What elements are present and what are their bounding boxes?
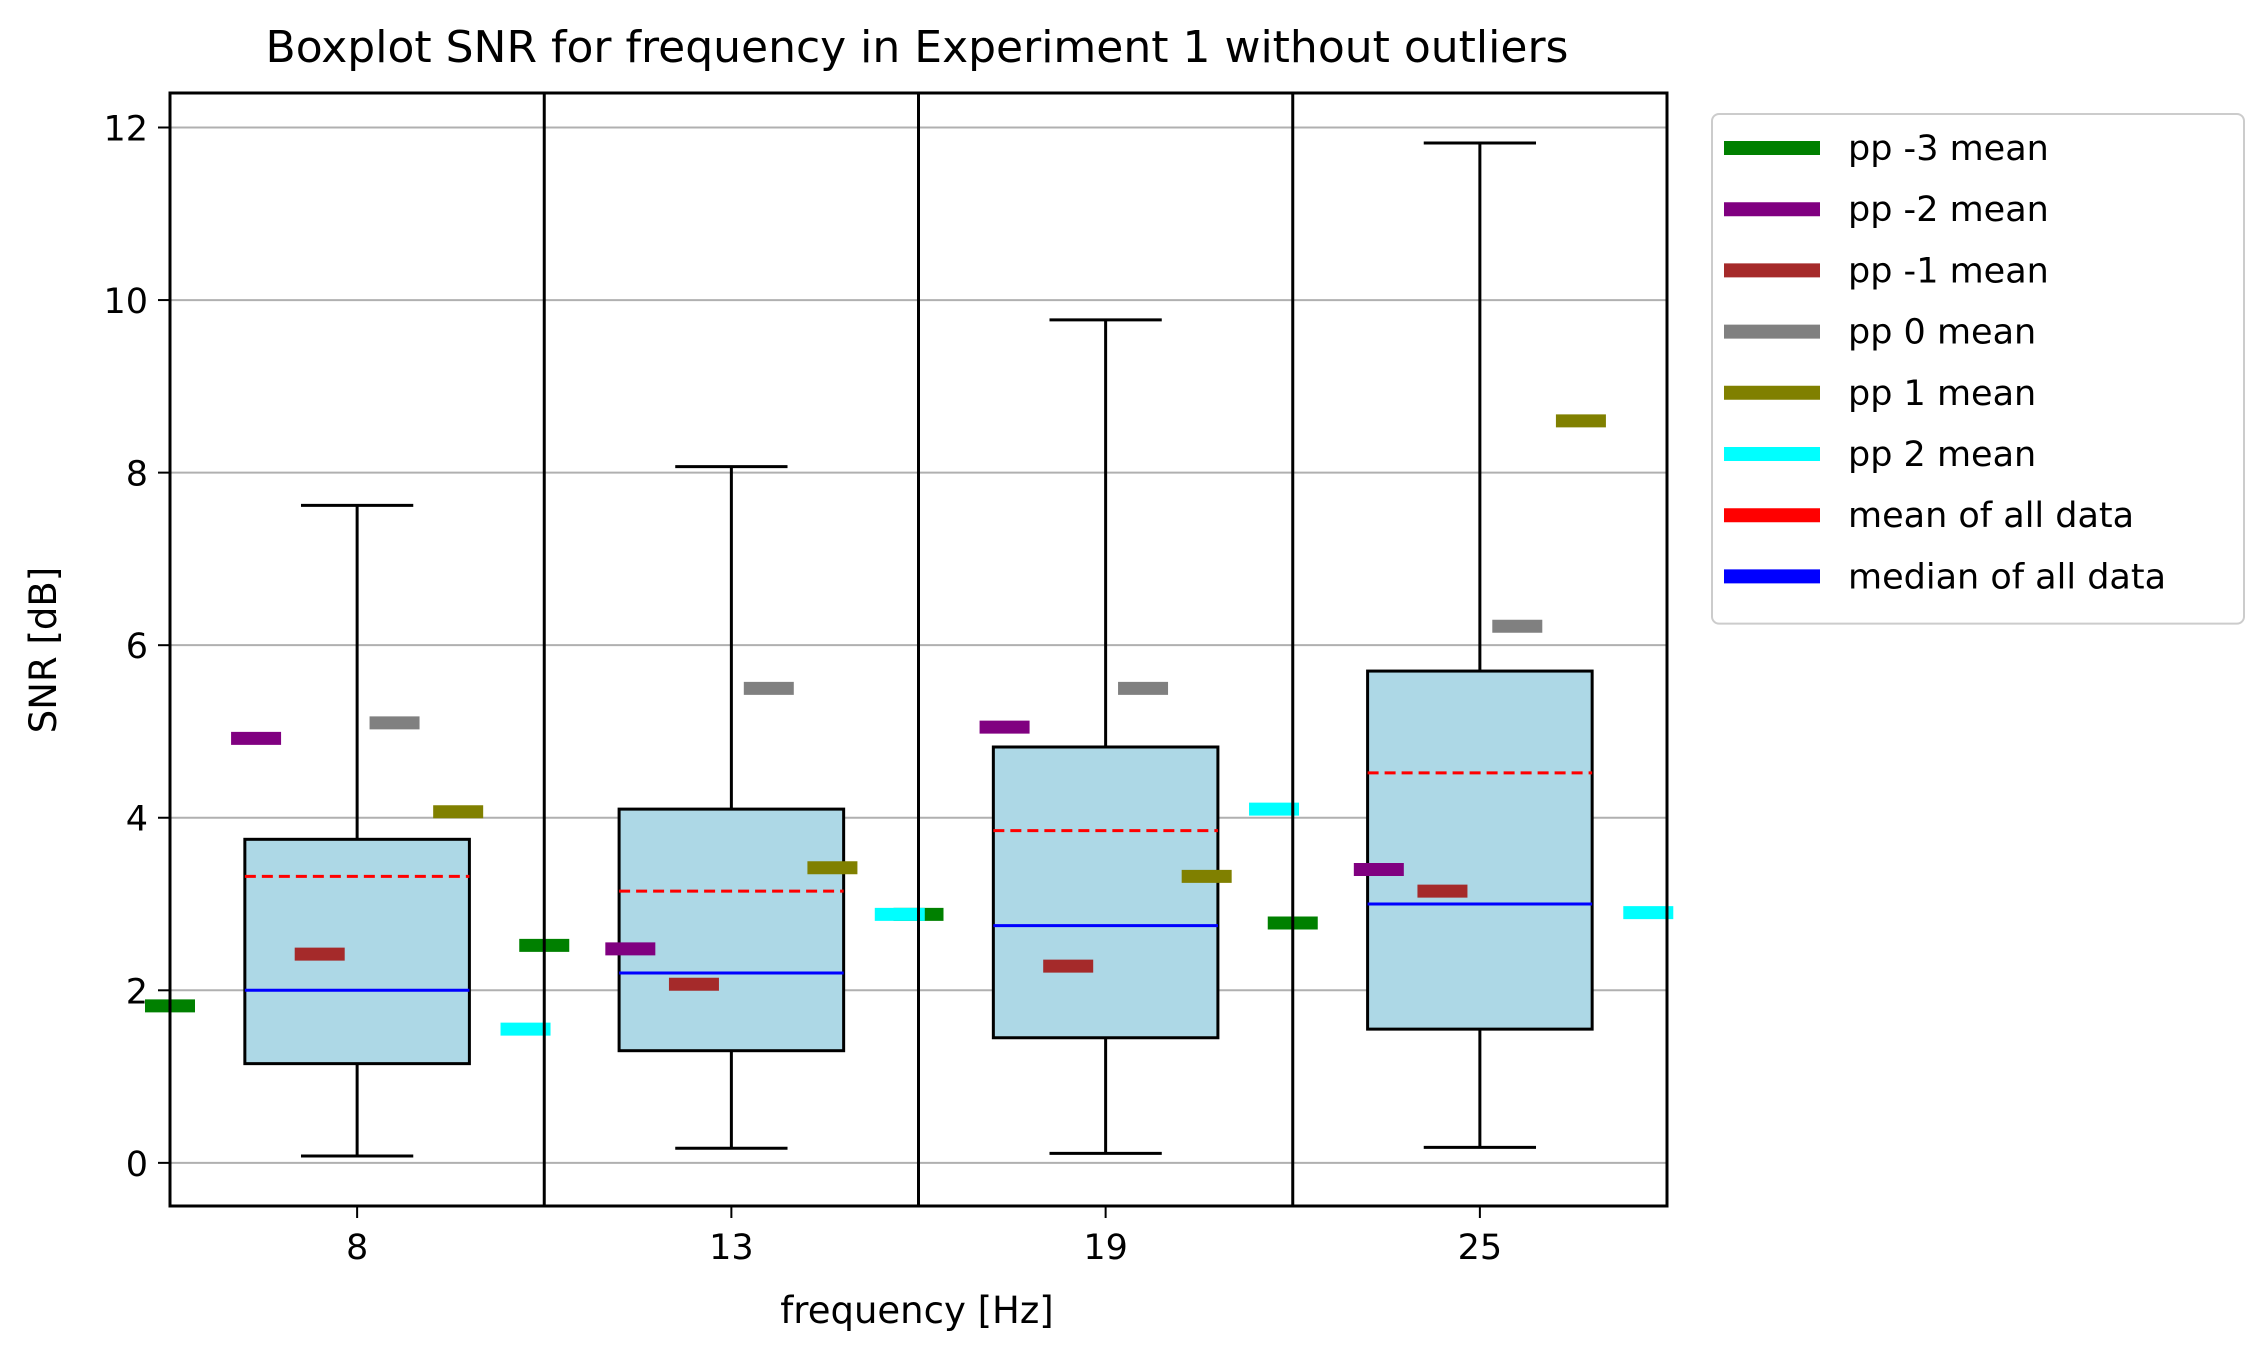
legend-label-4: pp 1 mean <box>1848 374 2036 414</box>
legend: pp -3 mean pp -2 mean pp -1 mean pp 0 mean p… <box>1711 113 2245 625</box>
legend-label-5: pp 2 mean <box>1848 435 2036 475</box>
box-13 <box>617 807 846 1053</box>
box-plots <box>243 141 1594 1158</box>
legend-label-3: pp 0 mean <box>1848 313 2036 353</box>
plot-frame <box>168 91 1669 1208</box>
x-tick-label-19: 19 <box>1083 1228 1128 1268</box>
chart-title: Boxplot SNR for frequency in Experiment … <box>266 22 1569 73</box>
x-tick-label-13: 13 <box>709 1228 754 1268</box>
legend-label-6: mean of all data <box>1848 496 2134 536</box>
y-tick-label-2: 2 <box>126 972 148 1012</box>
box-8 <box>243 837 471 1066</box>
x-tick-label-25: 25 <box>1458 1228 1503 1268</box>
legend-label-0: pp -3 mean <box>1848 129 2049 169</box>
participant-means <box>145 414 1674 1036</box>
legend-box <box>1711 113 2245 625</box>
y-axis-label: SNR [dB] <box>22 567 65 733</box>
legend-label-2: pp -1 mean <box>1848 251 2049 291</box>
y-tick-label-0: 0 <box>126 1145 148 1185</box>
y-tick-label-10: 10 <box>103 282 148 322</box>
legend-label-7: median of all data <box>1848 557 2166 597</box>
axes: 0 2 4 6 8 10 12 8 13 19 25 <box>103 110 1502 1268</box>
legend-label-1: pp -2 mean <box>1848 190 2049 230</box>
box-25 <box>1366 669 1594 1031</box>
box-19 <box>991 745 1220 1040</box>
y-tick-label-4: 4 <box>126 800 148 840</box>
y-tick-label-8: 8 <box>126 455 148 495</box>
x-axis-label: frequency [Hz] <box>780 1289 1053 1332</box>
y-tick-label-6: 6 <box>126 627 148 667</box>
y-tick-label-12: 12 <box>103 110 148 150</box>
x-tick-label-8: 8 <box>346 1228 368 1268</box>
plot-border <box>168 91 1669 1208</box>
